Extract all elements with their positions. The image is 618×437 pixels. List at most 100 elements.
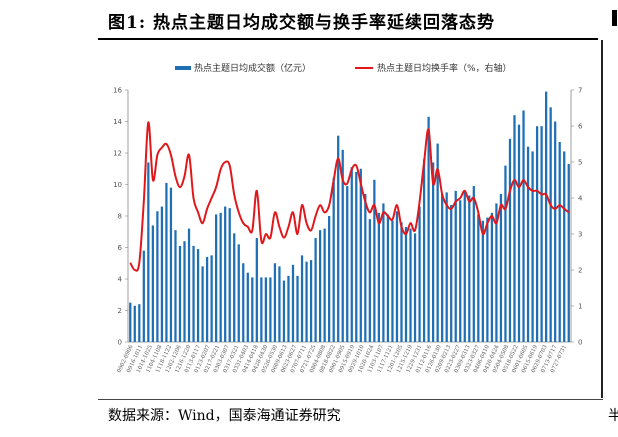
bar [549, 107, 552, 342]
y-tick-label: 10 [113, 181, 122, 189]
bar [201, 266, 204, 342]
bar [422, 159, 426, 342]
bar [309, 260, 313, 342]
bar [264, 277, 268, 342]
legend-bar-label: 热点主题日均成交额（亿元） [194, 62, 311, 74]
bar [323, 228, 326, 342]
legend: 热点主题日均成交额（亿元） 热点主题日均换手率（%，右轴） [175, 62, 512, 74]
bar [441, 193, 444, 342]
bar [296, 275, 299, 342]
bar [382, 203, 385, 342]
bar [255, 238, 258, 342]
bar [409, 228, 412, 342]
chart-area: 热点主题日均成交额（亿元） 热点主题日均换手率（%，右轴） 0246810121… [113, 62, 583, 374]
bar [517, 124, 521, 343]
bar [531, 151, 534, 342]
y2-tick-label: 3 [578, 231, 582, 239]
y-tick-label: 0 [118, 339, 122, 347]
y2-tick-label: 4 [578, 195, 583, 203]
bar [138, 304, 141, 342]
bar [205, 256, 209, 342]
bar [454, 190, 457, 342]
adjacent-panel-title-fragment [612, 10, 617, 26]
bar [314, 238, 317, 342]
bar [273, 263, 277, 342]
bar [463, 190, 466, 342]
bar [251, 277, 254, 342]
bar [224, 206, 227, 342]
bar [305, 261, 308, 342]
bar [459, 200, 462, 342]
y-tick-label: 6 [118, 244, 123, 252]
x-axis-labels: 0902-09060916-10111014-10251104-11081118… [117, 344, 568, 374]
y-tick-label: 12 [113, 150, 122, 158]
bar [445, 192, 448, 342]
bar [350, 167, 353, 342]
bar [563, 151, 566, 342]
bar [219, 212, 222, 342]
bar [183, 241, 186, 342]
adjacent-panel-fragment: 半 [608, 408, 618, 424]
legend-line-label: 热点主题日均换手率（%，右轴） [377, 62, 512, 74]
bar [237, 244, 240, 342]
bar [156, 211, 159, 342]
bar [427, 116, 430, 343]
bar [522, 110, 525, 342]
y2-tick-label: 6 [578, 123, 583, 131]
bar [337, 135, 340, 342]
bar [160, 206, 164, 342]
bar-series [129, 91, 570, 343]
bar [468, 195, 471, 342]
bar [174, 230, 177, 342]
bar [210, 255, 213, 342]
y2-tick-label: 7 [578, 87, 582, 95]
bar [278, 266, 281, 342]
bar [318, 230, 322, 342]
bar [395, 211, 399, 342]
y-tick-label: 4 [118, 276, 123, 284]
y-tick-label: 14 [113, 118, 122, 126]
bar [472, 186, 475, 342]
bar [508, 138, 512, 342]
bar [196, 249, 200, 342]
bar [481, 220, 484, 342]
bar [386, 214, 390, 342]
bar [404, 227, 408, 342]
bar [260, 277, 263, 342]
bar [142, 250, 145, 342]
bar [242, 263, 245, 342]
bar [558, 141, 561, 342]
bar [368, 219, 371, 342]
y2-tick-label: 0 [578, 339, 582, 347]
bar [269, 277, 272, 342]
bar [364, 193, 367, 342]
y2-tick-label: 2 [578, 267, 582, 275]
bar [246, 272, 249, 342]
y-tick-label: 2 [118, 307, 122, 315]
y-tick-label: 16 [113, 87, 122, 95]
y-tick-label: 8 [118, 213, 122, 221]
bar [291, 264, 295, 342]
legend-bar-swatch [175, 66, 191, 70]
bar [450, 204, 453, 342]
bar [545, 91, 548, 342]
bar [151, 225, 154, 342]
bar [486, 217, 489, 342]
bar [332, 178, 335, 342]
bar [513, 115, 516, 342]
source-note: 数据来源：Wind，国泰海通证券研究 [108, 408, 341, 424]
bar [413, 233, 417, 342]
bar [192, 245, 195, 342]
bar [526, 146, 530, 342]
bar [328, 216, 331, 342]
bar [165, 182, 168, 342]
bar [436, 143, 439, 342]
bar [499, 193, 503, 342]
chart-title: 图1: 热点主题日均成交额与换手率延续回落态势 [108, 13, 496, 33]
bar [147, 162, 150, 342]
bar [477, 214, 480, 342]
footer-rule [98, 399, 603, 400]
y2-tick-label: 1 [578, 303, 582, 311]
bar [504, 165, 507, 342]
bar [554, 121, 557, 342]
